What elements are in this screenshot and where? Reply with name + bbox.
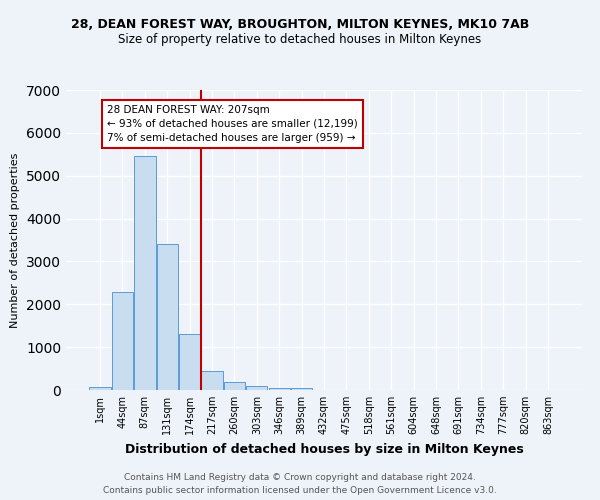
Bar — [89, 387, 111, 390]
Bar — [291, 388, 312, 390]
Bar — [224, 382, 245, 390]
Bar — [202, 371, 223, 390]
Text: Contains HM Land Registry data © Crown copyright and database right 2024.
Contai: Contains HM Land Registry data © Crown c… — [103, 474, 497, 495]
Y-axis label: Number of detached properties: Number of detached properties — [10, 152, 20, 328]
Bar — [179, 334, 200, 390]
Text: Size of property relative to detached houses in Milton Keynes: Size of property relative to detached ho… — [118, 32, 482, 46]
Text: 28, DEAN FOREST WAY, BROUGHTON, MILTON KEYNES, MK10 7AB: 28, DEAN FOREST WAY, BROUGHTON, MILTON K… — [71, 18, 529, 30]
Bar — [112, 292, 133, 390]
Bar — [157, 244, 178, 390]
Text: 28 DEAN FOREST WAY: 207sqm
← 93% of detached houses are smaller (12,199)
7% of s: 28 DEAN FOREST WAY: 207sqm ← 93% of deta… — [107, 105, 358, 143]
Bar — [134, 156, 155, 390]
Bar — [269, 388, 290, 390]
X-axis label: Distribution of detached houses by size in Milton Keynes: Distribution of detached houses by size … — [125, 442, 523, 456]
Bar — [246, 386, 268, 390]
